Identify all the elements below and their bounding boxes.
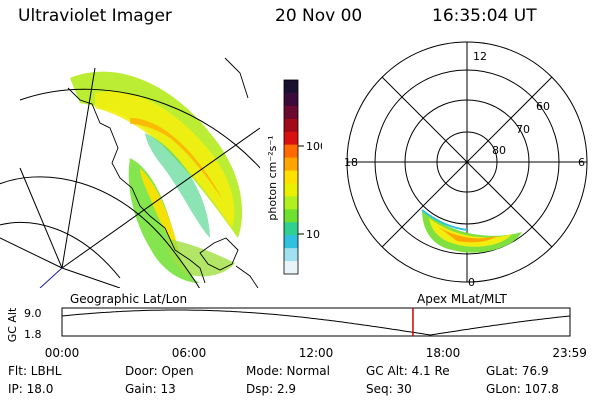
colorbar-segment	[284, 92, 298, 107]
colorbar-segment	[284, 196, 298, 210]
colorbar-segment	[284, 144, 298, 159]
timeline-right-title: Apex MLat/MLT	[417, 292, 507, 306]
timeline-left-title: Geographic Lat/Lon	[70, 292, 188, 306]
timeline-chart: GC Alt 9.0 1.8 00:00 06:00 12:00 18:00 23:59	[6, 307, 587, 360]
colorbar-segment	[284, 131, 298, 146]
time-label: 16:35:04 UT	[432, 6, 537, 26]
info-door: Door: Open	[125, 364, 194, 378]
colorbar-segment	[284, 183, 298, 197]
info-mode: Mode: Normal	[246, 364, 330, 378]
polar-label-12: 12	[473, 50, 487, 63]
polar-label-18: 18	[344, 156, 358, 169]
timeline-ytick-high: 9.0	[24, 307, 42, 320]
colorbar-segment	[284, 209, 298, 223]
date-label: 20 Nov 00	[275, 6, 363, 26]
polar-label-0: 0	[468, 276, 475, 288]
info-seq: Seq: 30	[366, 382, 412, 396]
colorbar-segment	[284, 118, 298, 133]
colorbar-segment	[284, 222, 298, 236]
timeline-axis-label: GC Alt	[6, 307, 19, 342]
colorbar-segment	[284, 157, 298, 172]
instrument-title: Ultraviolet Imager	[18, 6, 172, 26]
polar-plot: 12 18 6 0 60 70 80	[344, 41, 588, 288]
polar-lat-70: 70	[516, 123, 530, 136]
timeline-xtick: 18:00	[426, 346, 461, 360]
timeline-xtick: 12:00	[299, 346, 334, 360]
geographic-image	[0, 57, 260, 288]
info-dsp: Dsp: 2.9	[246, 382, 297, 396]
polar-lat-60: 60	[536, 100, 550, 113]
info-ip: IP: 18.0	[8, 382, 54, 396]
colorbar-unit-label: photon cm⁻²s⁻¹	[266, 135, 279, 220]
colorbar-segment	[284, 248, 298, 262]
colorbar-segment	[284, 105, 298, 120]
colorbar-tick-100: 100	[306, 140, 322, 153]
colorbar-segment	[284, 261, 298, 275]
polar-label-6: 6	[578, 156, 585, 169]
colorbar-tick-10: 10	[306, 228, 320, 241]
timeline-xtick: 06:00	[172, 346, 207, 360]
info-flt: Flt: LBHL	[8, 364, 62, 378]
info-glon: GLon: 107.8	[486, 382, 559, 396]
colorbar-segment	[284, 170, 298, 184]
timeline-xtick: 23:59	[552, 346, 587, 360]
polar-lat-80: 80	[492, 144, 506, 157]
colorbar: 100 10 photon cm⁻²s⁻¹	[266, 79, 322, 275]
timeline-xtick: 00:00	[45, 346, 80, 360]
colorbar-segment	[284, 235, 298, 249]
info-gcalt: GC Alt: 4.1 Re	[366, 364, 450, 378]
info-gain: Gain: 13	[125, 382, 176, 396]
colorbar-segment	[284, 80, 298, 94]
timeline-ytick-low: 1.8	[24, 328, 42, 341]
info-glat: GLat: 76.9	[486, 364, 549, 378]
